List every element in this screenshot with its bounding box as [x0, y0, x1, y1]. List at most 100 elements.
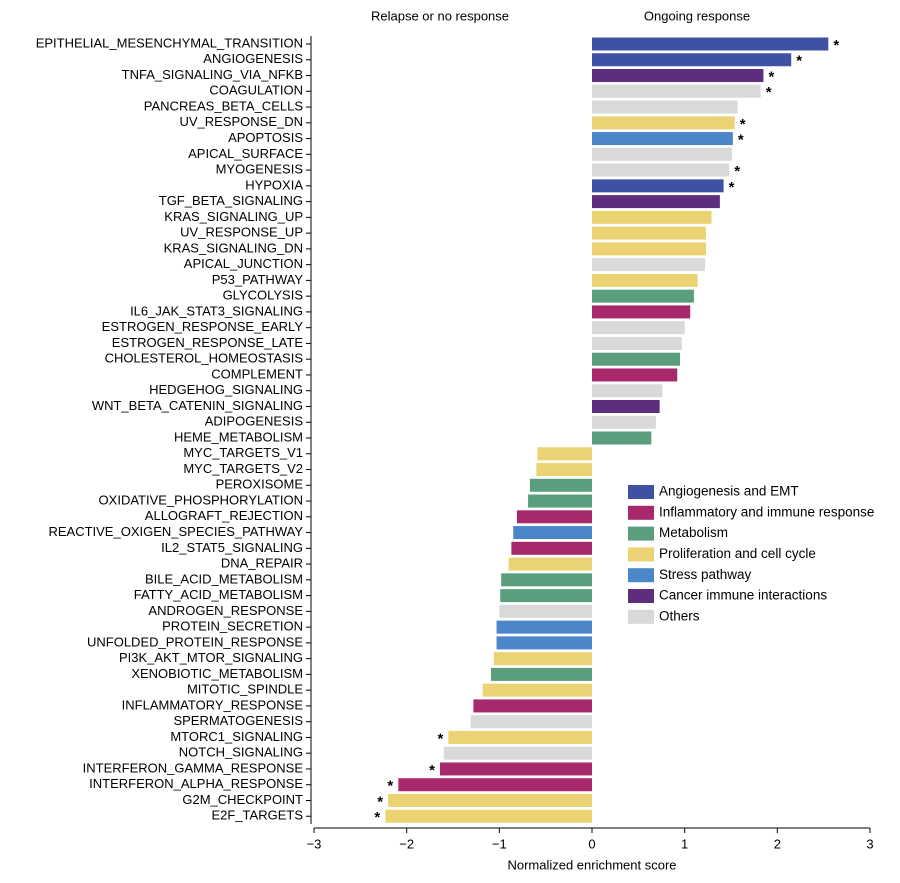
y-tick-label: MTORC1_SIGNALING — [170, 729, 303, 744]
y-tick-label: CHOLESTEROL_HOMEOSTASIS — [105, 351, 304, 366]
legend-swatch — [628, 589, 654, 603]
significance-marker: * — [374, 809, 380, 826]
y-tick-label: EPITHELIAL_MESENCHYMAL_TRANSITION — [36, 35, 303, 50]
y-tick-label: KRAS_SIGNALING_UP — [164, 209, 303, 224]
x-tick-label: −1 — [492, 836, 507, 851]
bar — [388, 793, 592, 807]
y-tick-label: ALLOGRAFT_REJECTION — [145, 508, 303, 523]
bar — [592, 53, 792, 67]
y-tick-label: G2M_CHECKPOINT — [182, 792, 303, 807]
significance-marker: * — [769, 68, 775, 85]
bar — [592, 431, 652, 445]
y-tick-label: ANDROGEN_RESPONSE — [148, 603, 303, 618]
bar — [592, 305, 691, 319]
legend-label: Metabolism — [659, 525, 728, 540]
y-tick-label: COMPLEMENT — [211, 366, 303, 381]
legend-swatch — [628, 526, 654, 541]
y-tick-label: UV_RESPONSE_DN — [179, 114, 303, 129]
bar — [592, 321, 685, 335]
x-tick-label: 3 — [866, 836, 873, 851]
significance-marker: * — [429, 762, 435, 779]
y-tick-label: P53_PATHWAY — [212, 272, 304, 287]
y-tick-label: ANGIOGENESIS — [203, 51, 303, 66]
y-tick-label: HEDGEHOG_SIGNALING — [149, 382, 303, 397]
legend-label: Stress pathway — [659, 567, 752, 582]
y-tick-label: INTERFERON_ALPHA_RESPONSE — [89, 776, 303, 791]
x-tick-label: 1 — [681, 836, 688, 851]
bar — [592, 336, 682, 350]
bar — [592, 273, 698, 287]
bar — [529, 478, 592, 492]
bar — [508, 557, 592, 571]
y-tick-label: OXIDATIVE_PHOSPHORYLATION — [99, 492, 303, 507]
bar — [592, 100, 738, 114]
bar — [448, 730, 592, 744]
bar — [592, 242, 706, 256]
bar — [513, 526, 592, 540]
bar — [511, 541, 592, 555]
bar — [592, 163, 730, 177]
legend-label: Proliferation and cell cycle — [659, 546, 816, 561]
y-tick-label: APOPTOSIS — [228, 130, 303, 145]
y-tick-label: FATTY_ACID_METABOLISM — [134, 587, 303, 602]
bar — [499, 604, 592, 618]
y-tick-label: NOTCH_SIGNALING — [179, 745, 303, 760]
legend-swatch — [628, 568, 654, 583]
bar — [592, 289, 694, 303]
header-label: Ongoing response — [644, 8, 750, 23]
y-tick-label: IL6_JAK_STAT3_SIGNALING — [130, 303, 303, 318]
legend-swatch — [628, 547, 654, 562]
legend-label: Others — [659, 608, 700, 623]
y-tick-label: UV_RESPONSE_UP — [180, 225, 303, 240]
y-tick-label: E2F_TARGETS — [211, 808, 303, 823]
bar — [385, 809, 592, 823]
significance-marker: * — [796, 53, 802, 70]
y-tick-label: TNFA_SIGNALING_VIA_NFKB — [122, 67, 303, 82]
bar — [496, 620, 592, 634]
bar — [490, 667, 592, 681]
significance-marker: * — [729, 179, 735, 196]
bar — [398, 778, 592, 792]
y-tick-label: IL2_STAT5_SIGNALING — [161, 540, 303, 555]
bar — [592, 368, 678, 382]
significance-marker: * — [738, 132, 744, 149]
bar — [501, 573, 592, 587]
legend-swatch — [628, 505, 654, 520]
y-tick-label: MYOGENESIS — [216, 162, 304, 177]
significance-marker: * — [740, 116, 746, 133]
x-tick-label: −3 — [307, 836, 322, 851]
y-tick-label: PANCREAS_BETA_CELLS — [144, 98, 304, 113]
legend-label: Cancer immune interactions — [659, 588, 827, 603]
bar — [592, 132, 733, 146]
bar — [473, 699, 592, 713]
bar — [592, 210, 712, 224]
bar — [592, 37, 829, 51]
bar — [443, 746, 592, 760]
y-tick-label: INTERFERON_GAMMA_RESPONSE — [83, 760, 304, 775]
significance-marker: * — [766, 84, 772, 101]
bar — [592, 415, 656, 429]
y-tick-label: PI3K_AKT_MTOR_SIGNALING — [119, 650, 303, 665]
bar — [528, 494, 592, 508]
x-tick-label: −2 — [399, 836, 414, 851]
bar — [500, 589, 592, 603]
y-tick-label: BILE_ACID_METABOLISM — [145, 571, 303, 586]
legend-label: Inflammatory and immune response — [659, 504, 874, 519]
bar — [470, 715, 592, 729]
y-tick-label: DNA_REPAIR — [221, 556, 303, 571]
bar — [493, 652, 592, 666]
bar — [592, 399, 660, 413]
y-tick-label: SPERMATOGENESIS — [173, 713, 303, 728]
bar — [516, 510, 592, 524]
y-tick-label: ESTROGEN_RESPONSE_LATE — [112, 335, 304, 350]
y-tick-label: GLYCOLYSIS — [223, 288, 304, 303]
x-axis-label: Normalized enrichment score — [507, 857, 676, 872]
significance-marker: * — [437, 730, 443, 747]
bar — [537, 447, 592, 461]
y-tick-label: PROTEIN_SECRETION — [162, 619, 303, 634]
bar — [592, 352, 681, 366]
bar — [440, 762, 592, 776]
bar — [592, 69, 764, 83]
bar — [592, 195, 720, 209]
